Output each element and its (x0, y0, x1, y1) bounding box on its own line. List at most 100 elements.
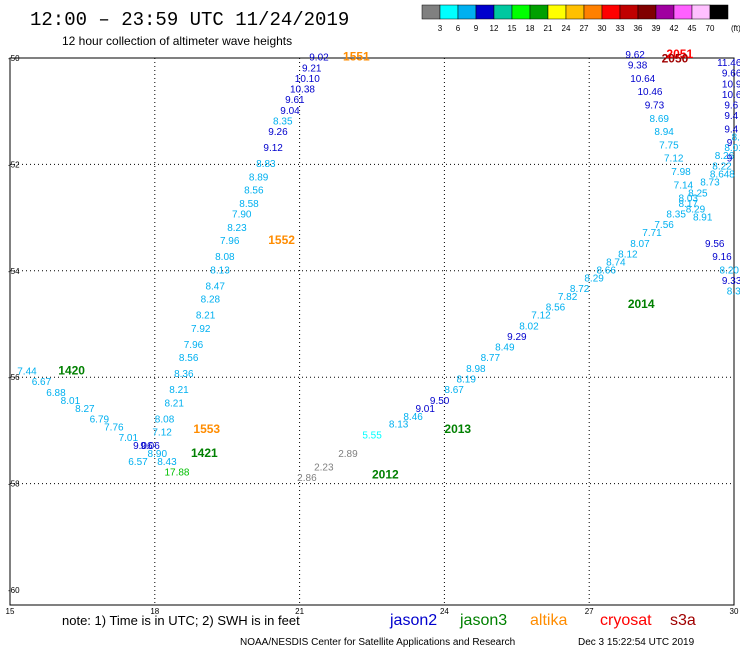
wave-height-value: 8.17 (678, 199, 698, 210)
wave-height-value: 7.12 (531, 311, 551, 322)
wave-height-value: 8.56 (179, 353, 199, 364)
legend-swatch (601, 4, 621, 20)
wave-height-value: 8.47 (205, 281, 225, 292)
legend-swatch (619, 4, 639, 20)
legend-swatch (583, 4, 603, 20)
lat-tick-label: -50 (8, 54, 20, 63)
wave-height-value: 8.91 (693, 212, 713, 223)
wave-height-value: 8.94 (654, 127, 674, 138)
wave-height-value: 8.27 (75, 404, 95, 415)
pass-time-label: 2014 (628, 297, 655, 311)
wave-height-value: 10.10 (295, 74, 320, 85)
pass-time-label: 1552 (268, 233, 295, 247)
wave-height-value: 8.77 (481, 353, 501, 364)
wave-height-value: 7.12 (152, 428, 172, 439)
wave-height-value: 9.06 (133, 441, 153, 452)
pass-time-label: 1421 (191, 446, 218, 460)
wave-height-value: 8.83 (256, 159, 276, 170)
wave-height-value: 6.67 (32, 377, 52, 388)
wave-height-value: 8.08 (215, 252, 235, 263)
lat-lon-grid (10, 58, 734, 605)
wave-height-value: 6.57 (128, 457, 148, 468)
legend-swatch (475, 4, 495, 20)
wave-height-value: 9.26 (268, 127, 288, 138)
wave-height-value: 9.4 (724, 111, 738, 122)
wave-height-value: 9.01 (415, 404, 435, 415)
wave-height-value: 8.56 (546, 303, 566, 314)
legend-label: 24 (562, 24, 571, 33)
legend-label: 45 (688, 24, 697, 33)
wave-height-value: 8.74 (606, 257, 626, 268)
wave-height-value: 7.01 (119, 433, 139, 444)
wave-height-value: 8.19 (456, 375, 476, 386)
pass-time-label: 2051 (666, 47, 693, 61)
wave-height-value: 9.02 (309, 53, 329, 64)
lon-tick-label: 24 (440, 607, 449, 616)
legend-swatch (547, 4, 567, 20)
lon-tick-label: 18 (150, 607, 159, 616)
wave-height-value: 8.56 (244, 186, 264, 197)
map-frame (9, 57, 735, 606)
legend-label: 70 (706, 24, 715, 33)
satellite-legend: jason2 jason3 altika cryosat s3a (389, 612, 696, 629)
wave-height-value: 7.96 (220, 236, 240, 247)
legend-swatch (421, 4, 441, 20)
wave-height-value: 9.16 (712, 252, 732, 263)
legend-swatch (439, 4, 459, 20)
pass-time-label: 2012 (372, 467, 399, 481)
legend-swatch (529, 4, 549, 20)
wave-height-value: 8.22 (712, 162, 732, 173)
wave-height-value: 7.12 (664, 154, 684, 165)
wave-height-value: 9.06 (140, 441, 160, 452)
wave-height-value: 8.13 (210, 265, 230, 276)
wave-height-value: 8.23 (227, 223, 247, 234)
wave-height-value: 10.6 (722, 90, 740, 101)
wave-height-value: 8.66 (596, 265, 616, 276)
track-2013: 2.862.23 2.89 5.55 8.138.469.019.508.678.19… (297, 132, 740, 483)
wave-height-value: 8.89 (249, 172, 269, 183)
wave-height-value: 9 (727, 154, 733, 165)
wave-height-value: 8.21 (164, 398, 184, 409)
wave-height-value: 9.29 (507, 332, 527, 343)
legend-label: 33 (616, 24, 625, 33)
wave-height-value: 10.38 (290, 85, 315, 96)
legend-label: 12 (490, 24, 499, 33)
wave-height-value: 9.50 (430, 396, 450, 407)
wave-height-value: 10.9 (722, 79, 740, 90)
wave-height-value: 8.21 (732, 132, 740, 143)
satellite-cryosat: cryosat (600, 612, 652, 629)
wave-height-value: 8.26 (715, 151, 735, 162)
wave-height-value: 8.29 (584, 273, 604, 284)
wave-height-value: 8.21 (196, 311, 216, 322)
wave-height-value: 8.35 (666, 210, 686, 221)
legend-label: 36 (634, 24, 643, 33)
legend-swatch (493, 4, 513, 20)
wave-height-value: 8.3 (727, 287, 740, 298)
wave-height-value: 8.64 (710, 170, 730, 181)
wave-height-value: 8 (729, 170, 735, 181)
wave-height-value: 2.86 (297, 473, 317, 484)
wave-height-value: 9.61 (285, 95, 305, 106)
wave-height-value: 9.38 (628, 61, 648, 72)
wave-height-value: 8.03 (678, 194, 698, 205)
wave-height-value: 5.55 (362, 430, 382, 441)
wave-height-value: 8.98 (466, 364, 486, 375)
legend-label: 15 (508, 24, 517, 33)
wave-height-value: 7.44 (17, 367, 37, 378)
wave-height-value: 7.98 (671, 167, 691, 178)
wave-height-value: 8.43 (157, 457, 177, 468)
wave-height-value: 9.12 (263, 143, 283, 154)
wave-height-value: 7.92 (191, 324, 211, 335)
axis-tick-labels: 15 18 21 24 27 30 -50 -52 -54 -56 -58 -60 (6, 54, 739, 616)
legend-swatch (565, 4, 585, 20)
lon-tick-label: 27 (585, 607, 594, 616)
wave-height-value: 8.01 (724, 143, 740, 154)
lat-tick-label: -52 (8, 160, 20, 169)
wave-height-value: 8.58 (239, 199, 259, 210)
wave-height-color-legend: 3 6 9 12 15 18 21 24 27 30 33 36 39 42 45 70 (ft) (421, 4, 740, 33)
legend-swatch (709, 4, 729, 20)
legend-unit: (ft) (731, 24, 740, 33)
map-subtitle: 12 hour collection of altimeter wave hei… (62, 34, 292, 48)
pass-time-label: 2013 (444, 422, 471, 436)
